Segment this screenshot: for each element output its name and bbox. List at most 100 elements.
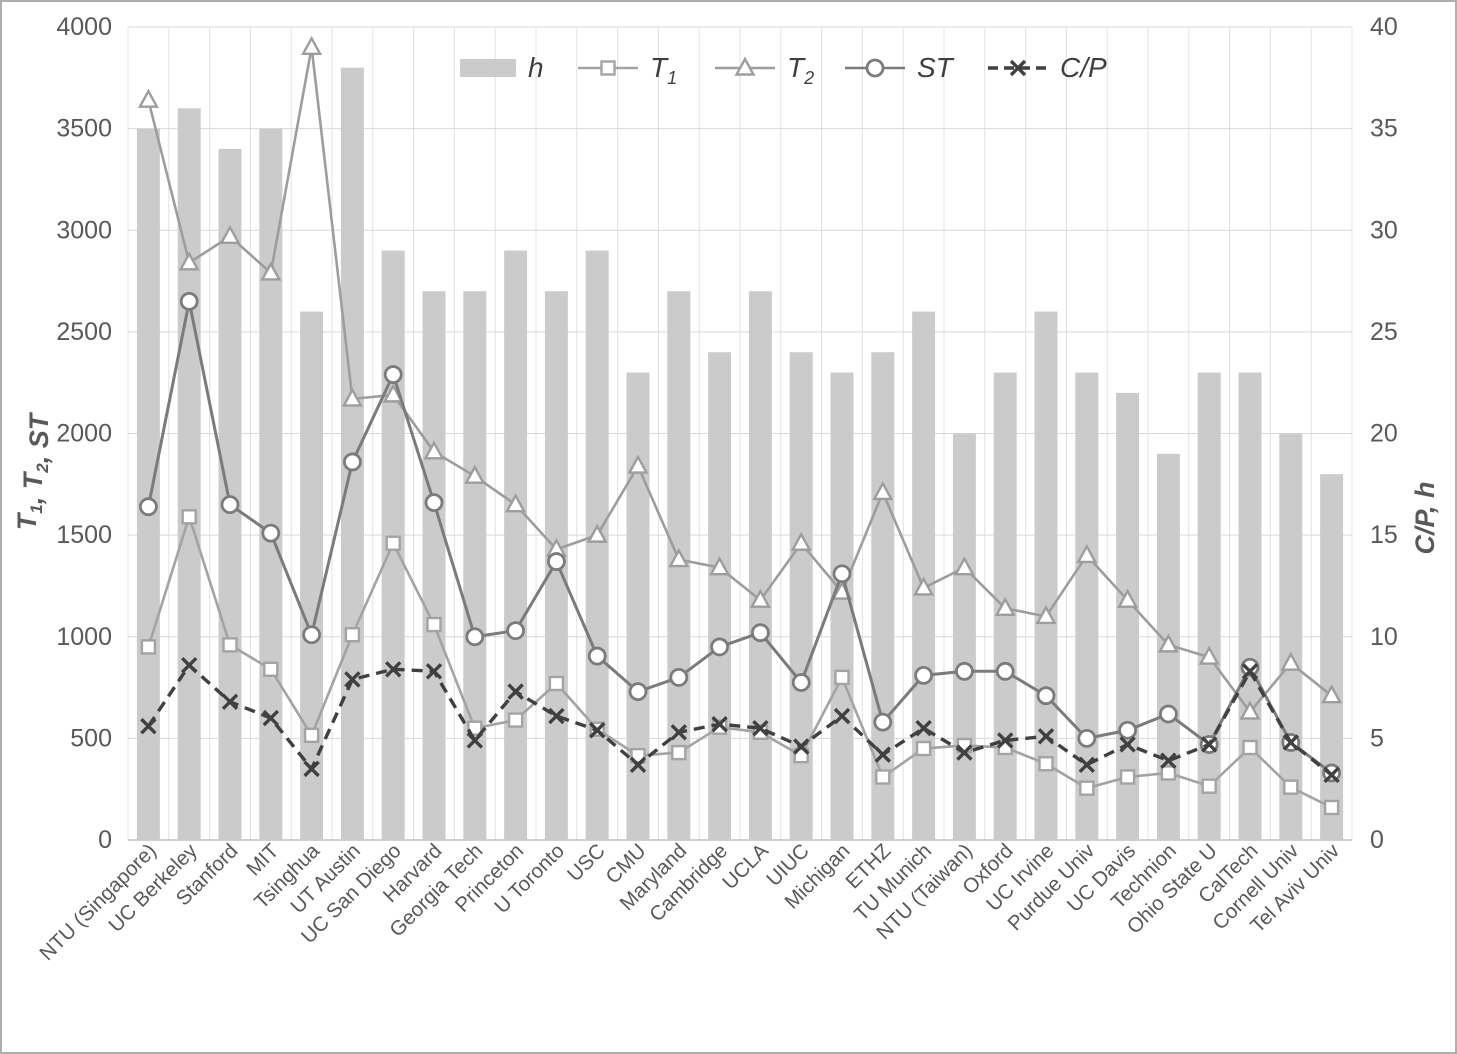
x-marker xyxy=(180,657,198,674)
axis-ticks: 0 500 1000 1500 2000 2500 3000 3500 4000 0 5 10 15 20… xyxy=(56,13,1397,854)
circle-marker xyxy=(1118,720,1137,740)
triangle-marker xyxy=(1198,645,1220,665)
line-series-t1 xyxy=(140,509,1340,816)
circle-marker xyxy=(995,661,1015,681)
left-axis-tick: 2000 xyxy=(56,420,112,448)
x-marker xyxy=(833,707,851,725)
bar-h xyxy=(626,372,650,840)
square-marker xyxy=(385,535,401,551)
legend-label: T1 xyxy=(650,52,677,88)
x-marker xyxy=(507,683,524,700)
x-marker xyxy=(1200,736,1218,753)
bar-h xyxy=(463,291,487,841)
square-marker xyxy=(1038,756,1054,772)
square-marker xyxy=(1283,779,1299,795)
circle-marker xyxy=(832,564,852,584)
circle-marker xyxy=(1159,704,1178,724)
triangle-marker xyxy=(178,251,200,271)
x-marker xyxy=(303,760,320,778)
circle-marker xyxy=(547,552,566,571)
triangle-marker xyxy=(423,440,445,460)
line-series-cp xyxy=(140,657,1340,784)
square-marker xyxy=(222,637,238,653)
circle-marker xyxy=(465,627,485,647)
x-marker xyxy=(1037,728,1055,745)
bar-h xyxy=(952,433,976,840)
circle-marker xyxy=(873,712,893,732)
bar-h xyxy=(871,352,895,840)
square-marker xyxy=(548,675,565,692)
x-marker xyxy=(221,693,239,710)
x-marker xyxy=(711,715,728,733)
bar-h xyxy=(300,311,324,840)
circle-marker xyxy=(138,497,158,517)
bar-h xyxy=(136,128,160,840)
circle-marker xyxy=(914,665,933,685)
bar-h xyxy=(1075,372,1099,840)
bar-h xyxy=(504,250,528,840)
bar-h xyxy=(708,352,732,840)
triangle-marker xyxy=(749,588,771,608)
square-marker xyxy=(1079,780,1095,796)
circle-marker xyxy=(865,58,885,78)
square-marker xyxy=(1160,765,1177,781)
circle-marker xyxy=(791,673,811,692)
x-marker xyxy=(1160,752,1177,769)
legend-label: T2 xyxy=(787,52,814,88)
x-marker xyxy=(1009,59,1027,77)
triangle-marker xyxy=(790,531,812,551)
left-axis-tick: 4000 xyxy=(56,13,112,41)
square-marker xyxy=(793,747,809,764)
square-marker xyxy=(467,720,483,736)
triangle-marker xyxy=(219,224,241,245)
left-axis-tick: 0 xyxy=(98,826,112,854)
circle-marker xyxy=(1077,728,1097,748)
circle-marker xyxy=(587,646,607,666)
circle-marker xyxy=(628,682,648,702)
circle-marker xyxy=(302,625,322,645)
triangle-marker xyxy=(1035,604,1057,625)
bar-h xyxy=(177,108,201,841)
legend-item-t2: T2 xyxy=(715,52,814,88)
square-marker xyxy=(875,769,891,785)
x-marker xyxy=(874,746,892,763)
circle-marker xyxy=(1036,686,1056,706)
left-axis-tick: 1000 xyxy=(56,623,112,651)
bar-h xyxy=(422,291,446,841)
circle-marker xyxy=(710,637,729,657)
x-marker xyxy=(1119,736,1136,753)
bar-h xyxy=(1320,474,1344,840)
series-line xyxy=(146,662,1333,777)
square-marker xyxy=(303,727,320,744)
triangle-marker xyxy=(586,523,608,543)
triangle-marker xyxy=(872,480,894,501)
x-marker xyxy=(1078,756,1096,773)
square-marker xyxy=(915,740,932,757)
x-marker xyxy=(956,744,973,761)
triangle-marker xyxy=(301,35,323,56)
x-marker xyxy=(548,707,565,725)
right-axis-tick: 35 xyxy=(1370,115,1398,143)
legend-label: ST xyxy=(917,52,955,83)
square-marker xyxy=(1119,769,1136,785)
triangle-marker xyxy=(627,454,649,474)
legend-label: C/P xyxy=(1060,52,1107,83)
triangle-marker xyxy=(953,556,975,576)
triangle-marker xyxy=(1321,684,1343,704)
legend: h T1 T2 ST C/P xyxy=(460,52,1107,88)
bar-h xyxy=(912,311,936,840)
circle-marker xyxy=(1240,657,1260,677)
triangle-marker xyxy=(1076,543,1098,564)
circle-marker xyxy=(424,493,444,513)
circle-marker xyxy=(179,291,199,311)
x-marker xyxy=(384,661,402,678)
circle-marker xyxy=(955,661,974,681)
triangle-marker xyxy=(913,576,935,596)
square-marker xyxy=(834,669,850,686)
legend-item-t1: T1 xyxy=(578,52,677,88)
x-marker xyxy=(1323,766,1340,784)
triangle-marker xyxy=(668,548,690,568)
legend-swatch xyxy=(460,59,516,77)
triangle-marker xyxy=(709,556,731,576)
